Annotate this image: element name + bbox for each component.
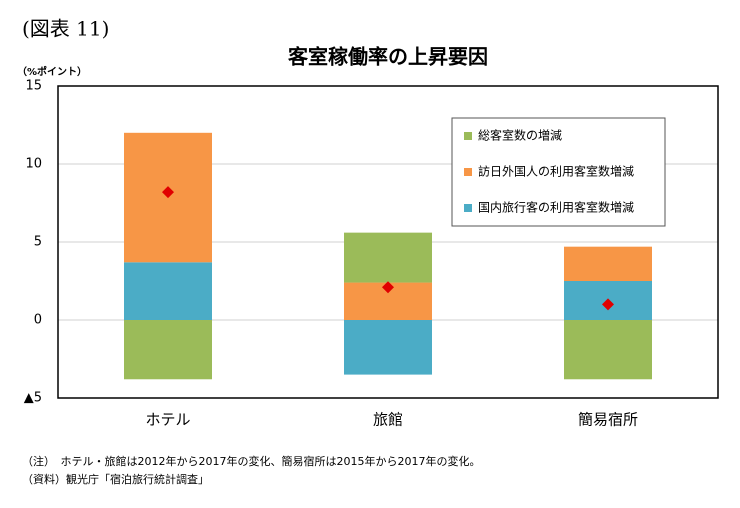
plot-border xyxy=(57,85,719,399)
legend-swatch xyxy=(464,168,472,176)
x-tick-label: 簡易宿所 xyxy=(578,411,638,429)
total-marker xyxy=(602,298,614,311)
bar-segment xyxy=(344,320,432,375)
x-tick-label: 旅館 xyxy=(373,411,403,429)
legend-swatch xyxy=(464,204,472,212)
figure-label: (図表 11) xyxy=(22,17,109,41)
total-marker xyxy=(382,281,394,294)
bar-segment xyxy=(564,320,652,380)
legend-label: 総客室数の増減 xyxy=(478,128,562,143)
legend-label: 国内旅行客の利用客室数増減 xyxy=(478,200,634,215)
y-tick-label: 0 xyxy=(34,313,42,328)
y-tick-label: ▲5 xyxy=(24,391,42,406)
legend-label: 訪日外国人の利用客室数増減 xyxy=(478,164,634,179)
bar-segment xyxy=(564,246,652,281)
bar-segment xyxy=(344,232,432,283)
note: （注） ホテル・旅館は2012年から2017年の変化、簡易宿所は2015年から2… xyxy=(22,454,480,468)
y-unit: （%ポイント） xyxy=(17,65,87,78)
y-tick-label: 5 xyxy=(34,235,42,250)
bar-segment xyxy=(124,262,212,320)
bar-segment xyxy=(124,320,212,380)
legend-box xyxy=(451,117,666,227)
chart-title: 客室稼働率の上昇要因 xyxy=(287,45,488,69)
legend-swatch xyxy=(464,132,472,140)
total-marker xyxy=(162,186,174,199)
x-tick-label: ホテル xyxy=(145,411,190,429)
y-tick-label: 15 xyxy=(25,79,42,94)
note: （資料）観光庁「宿泊旅行統計調査」 xyxy=(22,472,209,486)
y-tick-label: 10 xyxy=(25,157,42,172)
